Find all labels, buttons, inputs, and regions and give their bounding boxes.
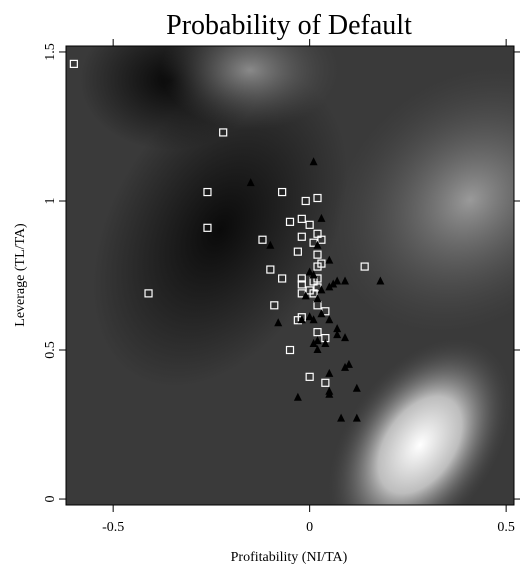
triangle-point xyxy=(352,413,361,422)
x-tick-label: -0.5 xyxy=(102,520,124,535)
heatmap-hot-region xyxy=(66,46,514,505)
square-point xyxy=(69,59,78,68)
square-point xyxy=(278,274,287,283)
triangle-point xyxy=(246,178,255,187)
triangle-point xyxy=(317,213,326,222)
triangle-point xyxy=(297,315,306,324)
square-point xyxy=(258,235,267,244)
triangle-point xyxy=(325,389,334,398)
triangle-point xyxy=(317,309,326,318)
square-point xyxy=(313,328,322,337)
square-point xyxy=(297,232,306,241)
triangle-point xyxy=(333,330,342,339)
triangle-point xyxy=(309,315,318,324)
square-point xyxy=(317,235,326,244)
triangle-point xyxy=(341,276,350,285)
triangle-point xyxy=(274,318,283,327)
chart-title: Probability of Default xyxy=(166,10,412,41)
square-point xyxy=(285,217,295,226)
square-point xyxy=(297,214,306,223)
triangle-point xyxy=(293,392,302,401)
plot-frame xyxy=(65,45,515,506)
y-tick-label: 0.5 xyxy=(43,341,58,359)
square-point xyxy=(266,265,275,274)
x-axis: -0.5 0 0.5 xyxy=(102,39,515,535)
square-point xyxy=(219,128,228,137)
triangle-point xyxy=(305,312,314,321)
x-tick-label: 0 xyxy=(306,520,313,535)
triangle-point xyxy=(344,359,353,368)
square-point xyxy=(305,372,314,381)
square-point xyxy=(270,301,279,310)
square-point xyxy=(301,196,310,206)
square-point xyxy=(203,187,212,197)
chart-title-group: Probability of Default xyxy=(166,10,412,41)
triangle-point xyxy=(325,368,334,377)
y-tick-label: 1.5 xyxy=(43,43,58,61)
y-axis: 0 0.5 1 1.5 xyxy=(43,43,520,503)
square-point xyxy=(305,220,314,229)
square-point xyxy=(321,378,330,387)
triangle-point xyxy=(313,345,322,354)
triangle-point xyxy=(325,282,334,291)
square-point xyxy=(313,193,322,203)
square-point xyxy=(313,262,322,271)
square-point xyxy=(360,262,369,271)
triangle-point xyxy=(333,324,342,333)
square-point xyxy=(309,289,318,298)
square-point xyxy=(144,289,153,298)
square-point xyxy=(297,274,306,283)
triangle-point xyxy=(321,339,330,348)
triangle-point xyxy=(305,267,314,276)
x-axis-label: Profitability (NI/TA) xyxy=(231,550,348,565)
triangle-point xyxy=(325,315,334,324)
triangle-point xyxy=(341,333,350,342)
y-tick-label: 0 xyxy=(43,496,58,503)
square-point xyxy=(293,247,302,256)
triangle-point xyxy=(329,279,338,288)
square-point xyxy=(203,223,212,232)
triangle-point xyxy=(266,240,275,249)
square-point xyxy=(297,280,306,289)
triangle-point xyxy=(309,339,318,348)
triangle-point xyxy=(325,255,334,264)
square-point xyxy=(313,250,322,259)
triangle-point xyxy=(313,294,322,303)
triangle-point xyxy=(376,276,385,285)
triangle-point xyxy=(341,362,350,371)
triangle-point xyxy=(301,291,310,300)
triangle-point xyxy=(337,413,346,422)
triangle-point xyxy=(333,276,342,285)
data-points xyxy=(69,59,385,422)
square-point xyxy=(285,345,295,355)
triangle-point xyxy=(313,240,322,249)
triangle-point xyxy=(309,157,318,166)
heatmap-background xyxy=(66,46,514,505)
triangle-point xyxy=(317,285,326,294)
y-tick-label: 1 xyxy=(43,197,58,204)
triangle-point xyxy=(309,270,318,279)
triangle-point xyxy=(313,336,322,345)
y-axis-label: Leverage (TL/TA) xyxy=(13,223,28,327)
square-point xyxy=(278,187,287,197)
triangle-point xyxy=(352,383,361,392)
x-tick-label: 0.5 xyxy=(497,520,515,535)
